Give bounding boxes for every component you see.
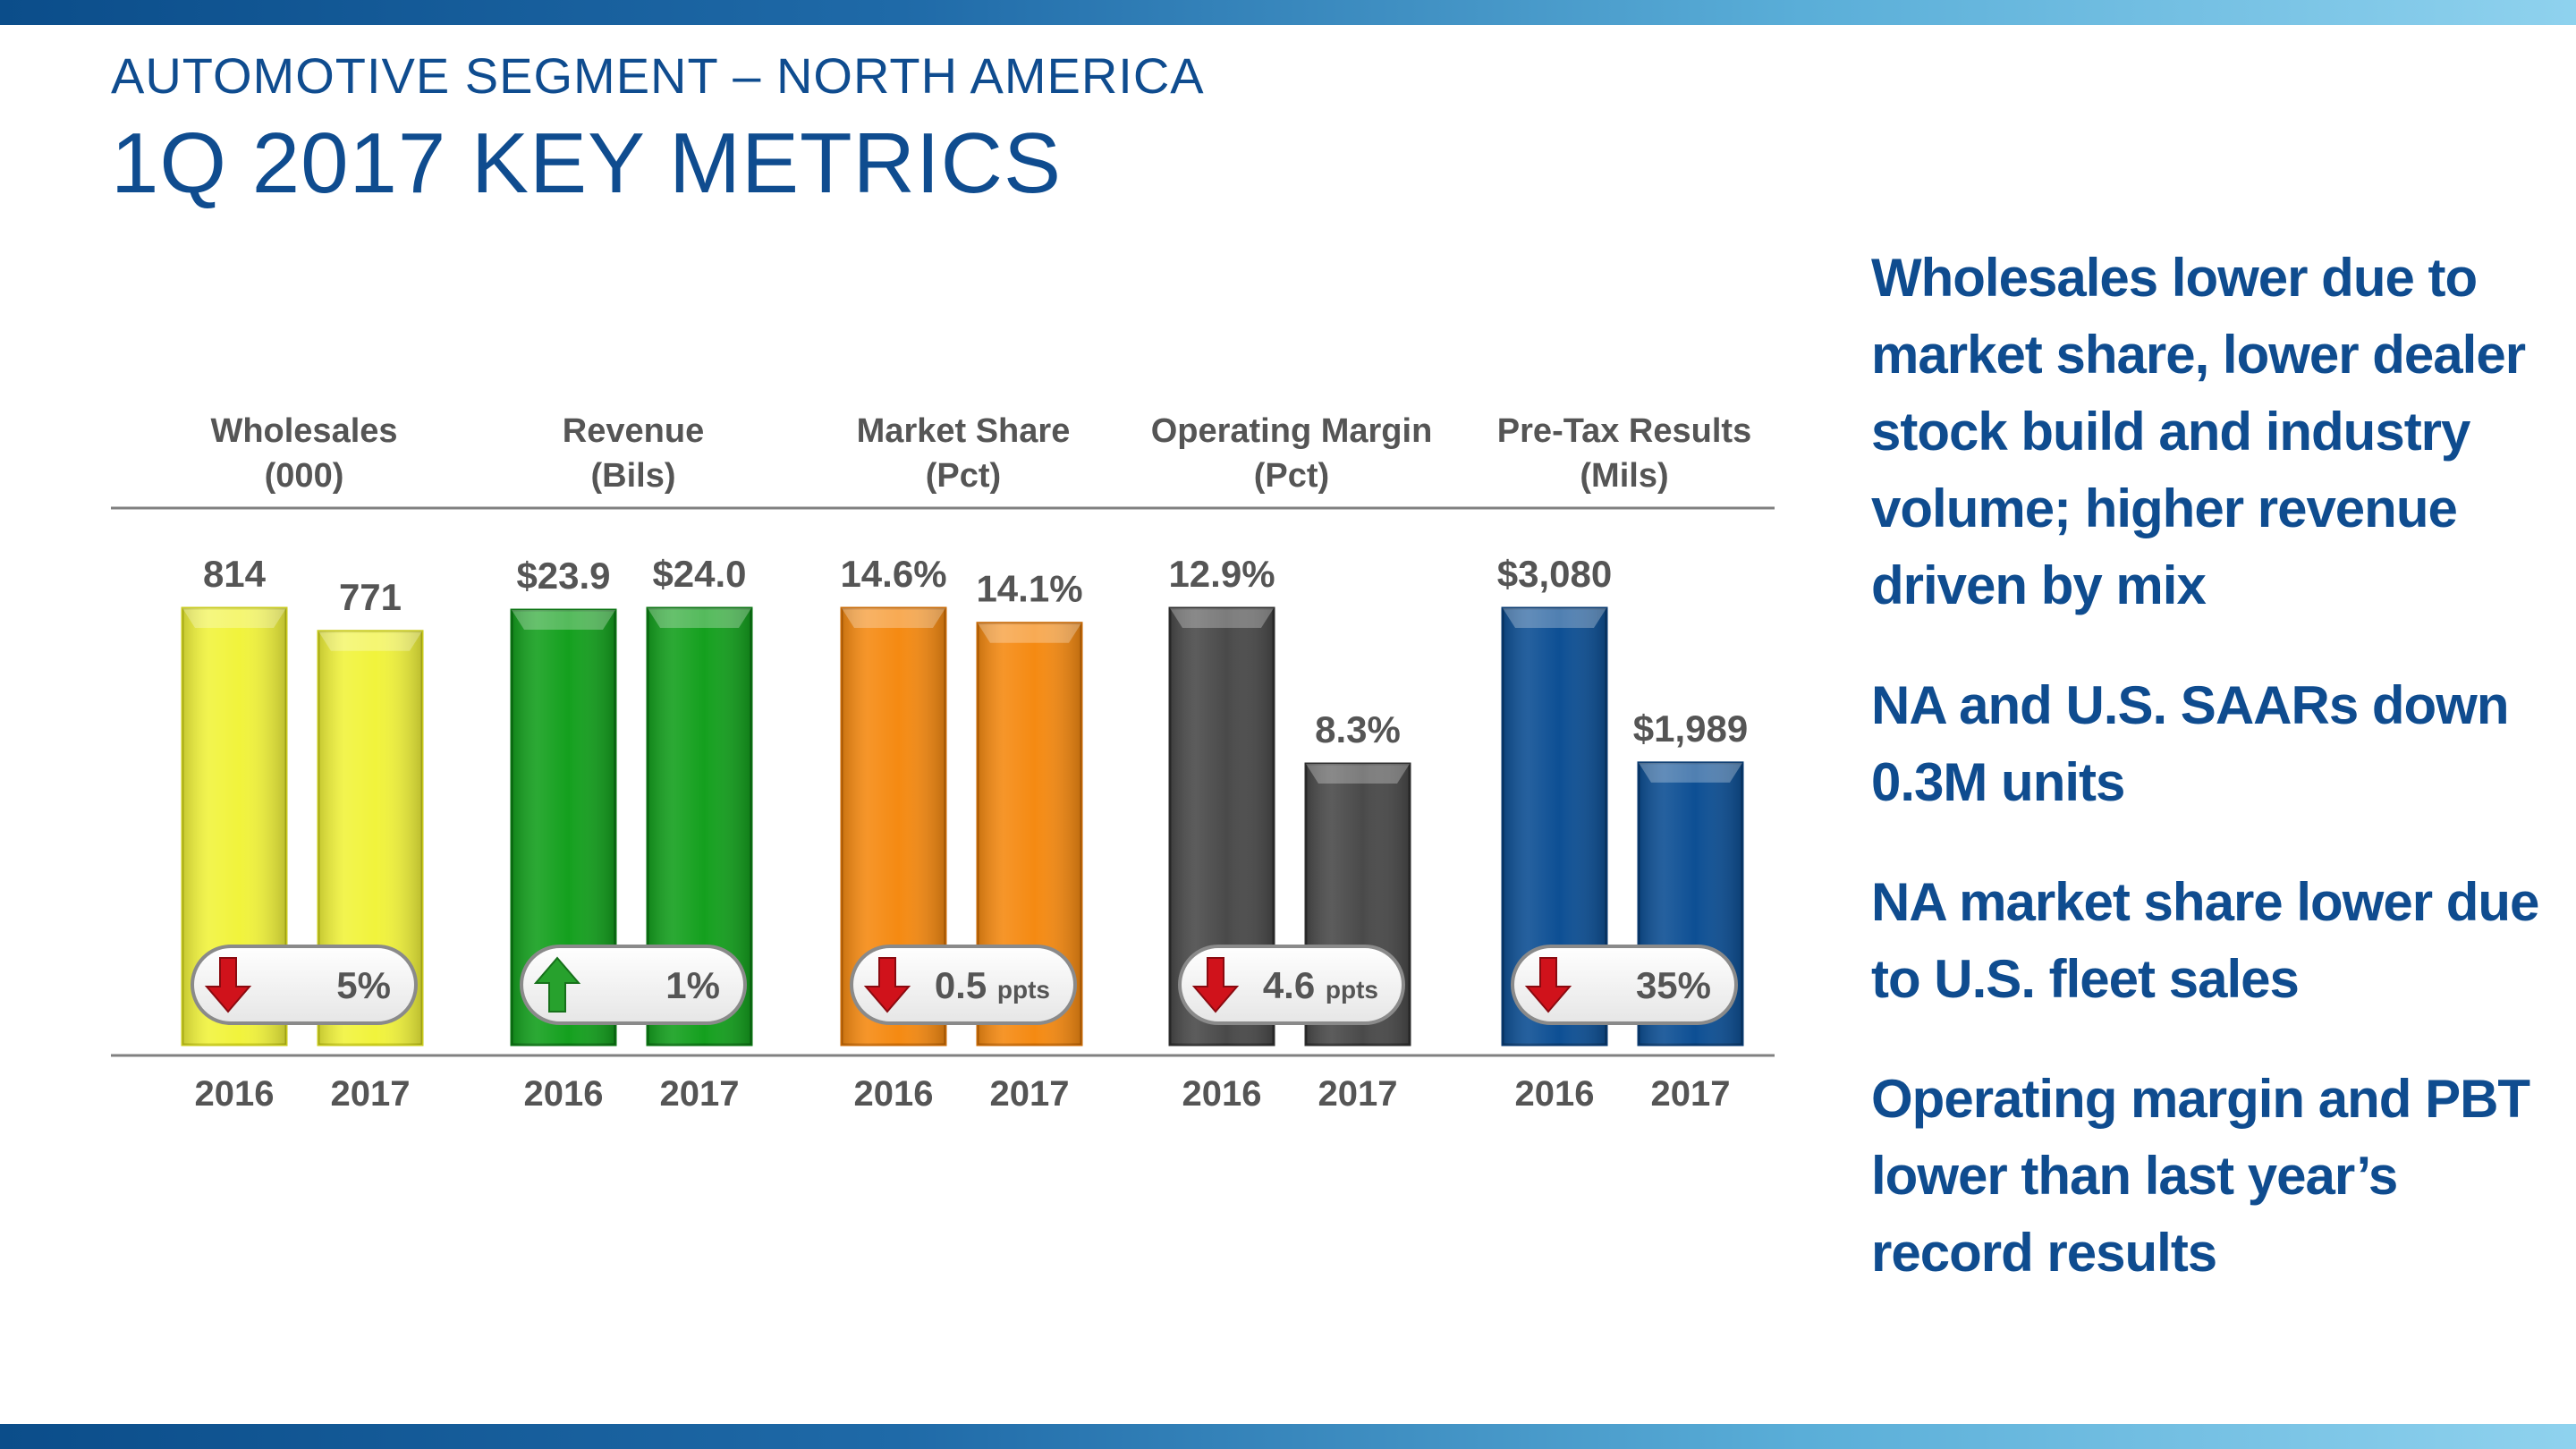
change-badge: 1% bbox=[520, 945, 747, 1025]
arrow-down-icon bbox=[863, 957, 911, 1013]
panel-unit: (Mils) bbox=[1580, 457, 1668, 495]
change-badge-pill bbox=[1511, 945, 1738, 1025]
x-tick-label: 2017 bbox=[331, 1074, 411, 1114]
bar-cap bbox=[1639, 762, 1742, 783]
panel-unit: (000) bbox=[265, 457, 344, 495]
bar-cap bbox=[842, 608, 945, 628]
commentary-margin-pbt: Operating margin and PBT lower than last… bbox=[1871, 1069, 2530, 1283]
commentary-wholesales: Wholesales lower due to market share, lo… bbox=[1871, 248, 2526, 615]
x-tick-label: 2017 bbox=[1651, 1074, 1731, 1114]
change-badge: 5% bbox=[191, 945, 418, 1025]
panel-title: Operating Margin bbox=[1151, 412, 1433, 450]
x-tick-label: 2017 bbox=[990, 1074, 1070, 1114]
bar-cap bbox=[182, 608, 286, 628]
data-label: $24.0 bbox=[652, 553, 746, 595]
slide-title: 1Q 2017 KEY METRICS bbox=[111, 115, 1062, 211]
data-label: 12.9% bbox=[1168, 553, 1275, 595]
x-tick-label: 2016 bbox=[1182, 1074, 1262, 1114]
change-badge: 0.5 ppts bbox=[850, 945, 1077, 1025]
bar-cap bbox=[648, 608, 751, 628]
x-tick-label: 2016 bbox=[195, 1074, 275, 1114]
panel-title: Wholesales bbox=[210, 412, 397, 450]
data-label: $1,989 bbox=[1633, 708, 1748, 750]
bar-cap bbox=[1306, 764, 1410, 784]
bar-cap bbox=[1503, 608, 1606, 628]
data-label: 8.3% bbox=[1315, 708, 1401, 750]
bar-cap bbox=[978, 623, 1081, 643]
slide-subtitle: AUTOMOTIVE SEGMENT – NORTH AMERICA bbox=[111, 47, 1205, 104]
panel-wholesales: Wholesales (000) 814 2016 771 2017 5% bbox=[181, 412, 424, 1114]
bar-cap bbox=[512, 610, 615, 631]
bar-cap bbox=[1170, 608, 1274, 628]
change-value: 1% bbox=[665, 964, 720, 1006]
bar-cap bbox=[318, 631, 422, 651]
change-value: 5% bbox=[336, 964, 391, 1006]
data-label: 14.1% bbox=[976, 568, 1082, 610]
panel-title: Revenue bbox=[563, 412, 704, 450]
change-badge-pill bbox=[1178, 945, 1405, 1025]
panel-unit: (Pct) bbox=[1254, 457, 1329, 495]
data-label: $23.9 bbox=[516, 555, 610, 597]
arrow-up-icon bbox=[533, 956, 581, 1013]
panel-market-share: Market Share (Pct) 14.6% 2016 14.1% 2017 0.5 p… bbox=[840, 412, 1082, 1114]
panel-title: Market Share bbox=[857, 412, 1071, 450]
panel-revenue: Revenue (Bils) $23.9 2016 $24.0 2017 1% bbox=[510, 412, 753, 1114]
x-tick-label: 2017 bbox=[660, 1074, 740, 1114]
x-tick-label: 2016 bbox=[1515, 1074, 1595, 1114]
data-label: 814 bbox=[203, 553, 267, 595]
commentary-saar: NA and U.S. SAARs down 0.3M units bbox=[1871, 675, 2509, 812]
data-label: 771 bbox=[339, 576, 402, 618]
x-tick-label: 2016 bbox=[854, 1074, 934, 1114]
x-tick-label: 2017 bbox=[1318, 1074, 1398, 1114]
change-value: 35% bbox=[1636, 964, 1711, 1006]
panel-operating-margin: Operating Margin (Pct) 12.9% 2016 8.3% 2017 4.… bbox=[1151, 412, 1433, 1114]
commentary-list: Wholesales lower due to market share, lo… bbox=[1871, 240, 2551, 1335]
arrow-down-icon bbox=[1524, 957, 1572, 1013]
data-label: $3,080 bbox=[1497, 553, 1612, 595]
change-value: 4.6 ppts bbox=[1263, 964, 1378, 1006]
change-badge: 35% bbox=[1511, 945, 1738, 1025]
bottom-gradient-bar bbox=[0, 1424, 2576, 1449]
change-badge-pill bbox=[520, 945, 747, 1025]
arrow-down-icon bbox=[1191, 957, 1240, 1013]
top-gradient-bar bbox=[0, 0, 2576, 25]
arrow-down-icon bbox=[204, 957, 252, 1013]
x-tick-label: 2016 bbox=[524, 1074, 604, 1114]
panel-title: Pre-Tax Results bbox=[1497, 412, 1751, 450]
change-badge-pill bbox=[850, 945, 1077, 1025]
commentary-market-share: NA market share lower due to U.S. fleet … bbox=[1871, 872, 2539, 1009]
panel-pre-tax-results: Pre-Tax Results (Mils) $3,080 2016 $1,989 201… bbox=[1497, 412, 1751, 1114]
panel-unit: (Pct) bbox=[926, 457, 1001, 495]
change-badge-pill bbox=[191, 945, 418, 1025]
panel-unit: (Bils) bbox=[591, 457, 676, 495]
data-label: 14.6% bbox=[840, 553, 946, 595]
change-value: 0.5 ppts bbox=[935, 964, 1050, 1006]
change-badge: 4.6 ppts bbox=[1178, 945, 1405, 1025]
